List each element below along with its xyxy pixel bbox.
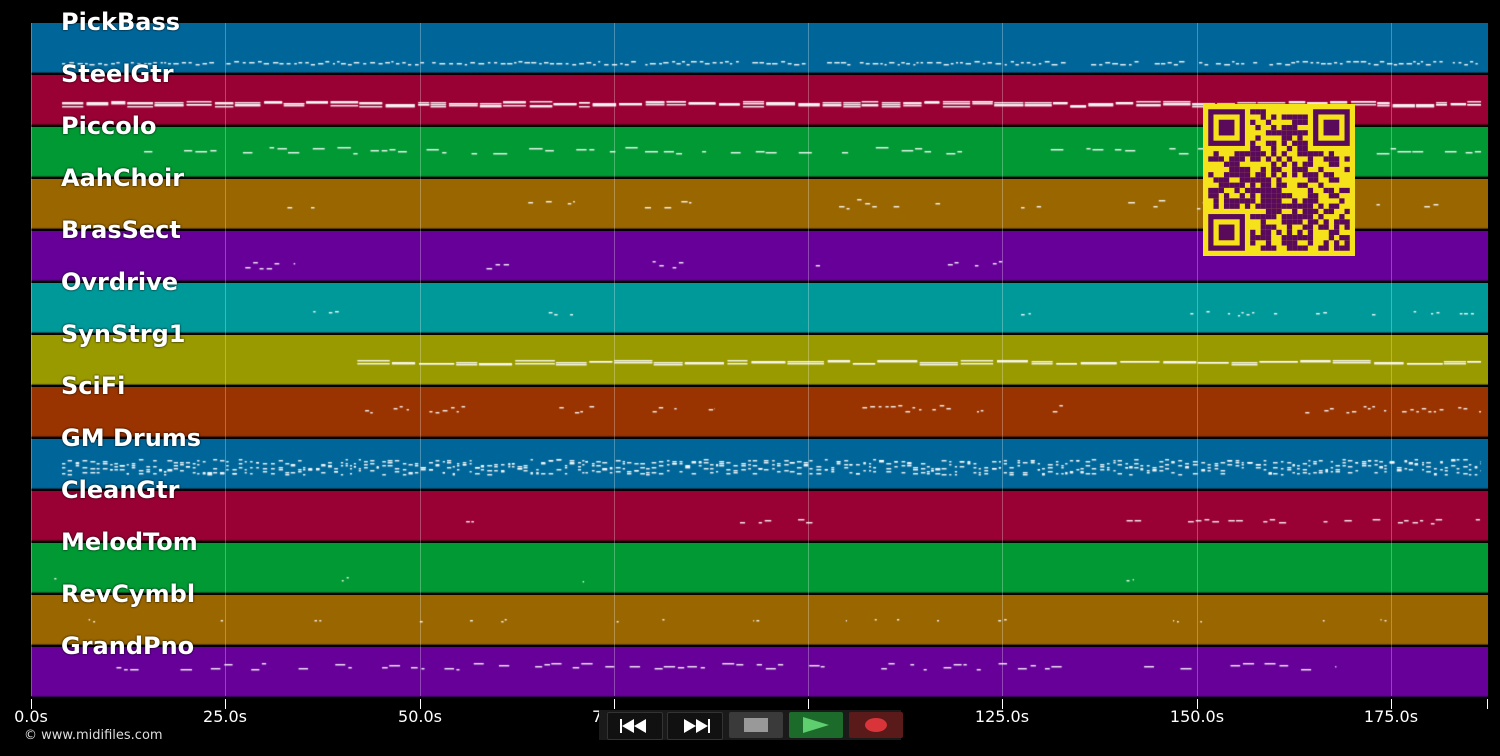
track-notes	[31, 439, 1488, 489]
track-lane-gm-drums	[31, 439, 1488, 489]
track-label: SciFi	[61, 372, 126, 400]
track-label: PickBass	[61, 8, 181, 36]
track-notes	[31, 23, 1488, 73]
axis-tick-label: 125.0s	[974, 707, 1030, 726]
track-label: GrandPno	[61, 632, 195, 660]
axis-tick	[225, 699, 226, 709]
axis-tick-label: 50.0s	[398, 707, 442, 726]
transport-controls	[599, 710, 903, 740]
gridline	[1002, 23, 1003, 696]
rewind-icon	[620, 719, 646, 733]
gridline	[614, 23, 615, 696]
track-notes	[31, 647, 1488, 697]
track-label: AahChoir	[61, 164, 185, 192]
track-label: RevCymbl	[61, 580, 196, 608]
track-notes	[31, 387, 1488, 437]
record-button[interactable]	[849, 712, 903, 738]
track-label: Ovrdrive	[61, 268, 179, 296]
track-label: Piccolo	[61, 112, 157, 140]
track-lane-scifi	[31, 387, 1488, 437]
gridline	[1391, 23, 1392, 696]
track-notes	[31, 283, 1488, 333]
track-label: GM Drums	[61, 424, 202, 452]
fast-forward-button[interactable]	[667, 712, 723, 740]
axis-tick	[1197, 699, 1198, 709]
track-lane-pickbass	[31, 23, 1488, 73]
record-icon	[865, 718, 887, 732]
qr-code-image	[1208, 109, 1350, 251]
axis-tick	[1002, 699, 1003, 709]
play-button[interactable]	[789, 712, 843, 738]
axis-tick	[31, 699, 32, 709]
track-label: BrasSect	[61, 216, 181, 244]
rewind-button[interactable]	[607, 712, 663, 740]
gridline	[1197, 23, 1198, 696]
track-notes	[31, 491, 1488, 541]
track-label: SynStrg1	[61, 320, 186, 348]
track-label: SteelGtr	[61, 60, 174, 88]
axis-tick-label: 0.0s	[14, 707, 48, 726]
axis-tick	[1391, 699, 1392, 709]
track-lanes	[31, 23, 1488, 697]
axis-tick-label: 175.0s	[1363, 707, 1419, 726]
axis-tick-label: 25.0s	[203, 707, 247, 726]
fast-forward-icon	[684, 719, 710, 733]
track-label: MelodTom	[61, 528, 198, 556]
axis-tick	[614, 699, 615, 709]
axis-end-tick	[1487, 699, 1488, 709]
axis-tick	[808, 699, 809, 709]
gridline	[420, 23, 421, 696]
track-lane-synstrg1	[31, 335, 1488, 385]
axis-tick	[420, 699, 421, 709]
gridline	[225, 23, 226, 696]
track-notes	[31, 595, 1488, 645]
track-lane-ovrdrive	[31, 283, 1488, 333]
track-notes	[31, 335, 1488, 385]
qr-code[interactable]	[1203, 104, 1355, 256]
gridline	[31, 23, 32, 696]
copyright-text: © www.midifiles.com	[24, 728, 163, 743]
stop-button[interactable]	[729, 712, 783, 738]
track-lane-melodtom	[31, 543, 1488, 593]
track-lane-cleangtr	[31, 491, 1488, 541]
play-icon	[803, 717, 829, 733]
stop-icon	[744, 718, 768, 732]
axis-tick-label: 150.0s	[1169, 707, 1225, 726]
track-notes	[31, 543, 1488, 593]
gridline	[808, 23, 809, 696]
track-label: CleanGtr	[61, 476, 180, 504]
track-lane-grandpno	[31, 647, 1488, 697]
track-lane-revcymbl	[31, 595, 1488, 645]
